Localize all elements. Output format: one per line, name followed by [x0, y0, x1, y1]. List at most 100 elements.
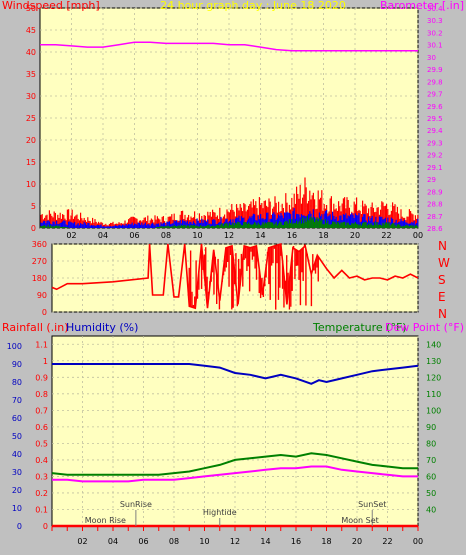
- temperature-tick-label: 80: [426, 439, 436, 448]
- windspeed-x-tick-label: 00: [413, 231, 423, 240]
- barometer-tick-label: 28.6: [427, 225, 443, 233]
- windspeed-tick-label: 20: [26, 136, 36, 145]
- barometer-tick-label: 28.8: [427, 201, 443, 209]
- temperature-tick-label: 60: [426, 472, 436, 481]
- climate-x-tick-label: 02: [77, 537, 87, 546]
- climate-x-tick-label: 14: [260, 537, 270, 546]
- rainfall-tick-label: 1: [43, 357, 48, 366]
- climate-marks: SunRise Moon Rise Hightide SunSet Moon Set: [51, 363, 419, 528]
- windspeed-x-tick-label: 06: [129, 231, 139, 240]
- climate-x-tick-label: 16: [291, 537, 301, 546]
- rainfall-tick-label: 0.8: [35, 390, 48, 399]
- compass-s: S: [438, 273, 446, 287]
- humidity-axis-label: Humidity (%): [66, 321, 138, 334]
- temperature-tick-label: 40: [426, 505, 436, 514]
- direction-tick-label: 180: [32, 274, 47, 283]
- direction-tick-label: 270: [32, 257, 47, 266]
- windspeed-x-tick-label: 08: [161, 231, 171, 240]
- wind-series-wind-low: [40, 215, 419, 228]
- humidity-line: [52, 363, 419, 385]
- windspeed-tick-label: 10: [26, 180, 36, 189]
- climate-x-tick-label: 08: [169, 537, 179, 546]
- rainfall-tick-label: 0.7: [35, 406, 48, 415]
- humidity-tick-label: 30: [12, 468, 22, 477]
- barometer-tick-label: 30.4: [427, 5, 443, 13]
- barometer-tick-label: 29.1: [427, 164, 443, 172]
- climate-grid: 0 0.1 0.2 0.3 0.4 0.5 0.6 0.7 0.8 0.9 1 1.1 0 10 20 30 4…: [7, 336, 441, 546]
- barometer-tick-label: 30.1: [427, 42, 443, 50]
- windspeed-tick-label: 35: [26, 70, 36, 79]
- temperature-tick-label: 100: [426, 406, 441, 415]
- event-label: SunRise: [120, 500, 152, 509]
- wind-direction-fluctuation: [188, 244, 319, 310]
- temperature-tick-label: 90: [426, 423, 436, 432]
- barometer-tick-label: 29: [427, 176, 436, 184]
- windspeed-tick-label: 15: [26, 158, 36, 167]
- temperature-tick-label: 50: [426, 489, 436, 498]
- barometer-tick-label: 29.6: [427, 103, 443, 111]
- windspeed-x-tick-label: 04: [98, 231, 108, 240]
- direction-tick-label: 360: [32, 240, 47, 249]
- dewpoint-line: [52, 465, 418, 483]
- barometer-tick-label: 29.9: [427, 66, 443, 74]
- climate-x-tick-label: 18: [321, 537, 331, 546]
- barometer-tick-label: 30: [427, 54, 436, 62]
- climate-x-tick-label: 20: [352, 537, 362, 546]
- chart-title: 24 hour graph day : June 18 2020: [160, 0, 346, 12]
- compass-n-bottom: N: [438, 307, 447, 321]
- rainfall-axis-label: Rainfall (.in): [2, 321, 69, 334]
- humidity-tick-label: 0: [17, 522, 22, 531]
- humidity-tick-label: 90: [12, 360, 22, 369]
- rainfall-tick-label: 0: [43, 522, 48, 531]
- temperature-line: [51, 452, 418, 476]
- barometer-tick-label: 28.9: [427, 188, 443, 196]
- windspeed-x-tick-label: 02: [66, 231, 76, 240]
- barometer-tick-label: 29.2: [427, 152, 443, 160]
- climate-x-tick-label: 22: [382, 537, 392, 546]
- windspeed-x-tick-label: 18: [318, 231, 328, 240]
- compass-w: W: [438, 256, 450, 270]
- rainfall-tick-label: 0.5: [35, 439, 48, 448]
- humidity-tick-label: 40: [12, 450, 22, 459]
- barometer-tick-label: 29.4: [427, 127, 443, 135]
- climate-x-tick-label: 06: [138, 537, 148, 546]
- barometer-line: [40, 41, 418, 52]
- dewpoint-axis-label: Dew Point (°F): [385, 321, 464, 334]
- windspeed-axis-label: Windspeed [mph]: [2, 0, 100, 12]
- humidity-tick-label: 60: [12, 414, 22, 423]
- windspeed-tick-label: 5: [31, 202, 36, 211]
- rainfall-tick-label: 0.6: [35, 423, 48, 432]
- barometer-tick-label: 29.5: [427, 115, 443, 123]
- rainfall-tick-label: 0.2: [35, 489, 48, 498]
- compass-n-top: N: [438, 239, 447, 253]
- climate-x-tick-label: 12: [230, 537, 240, 546]
- direction-marks: [51, 242, 419, 310]
- windspeed-x-tick-label: 12: [224, 231, 234, 240]
- event-label: Moon Set: [341, 516, 378, 525]
- humidity-tick-label: 100: [7, 342, 22, 351]
- humidity-tick-label: 80: [12, 378, 22, 387]
- humidity-tick-label: 10: [12, 504, 22, 513]
- windspeed-x-tick-label: 14: [255, 231, 265, 240]
- direction-grid: 0 90 180 270 360: [32, 240, 419, 317]
- temperature-tick-label: 130: [426, 357, 441, 366]
- event-label: Hightide: [203, 508, 237, 517]
- rainfall-tick-label: 0.4: [35, 456, 48, 465]
- climate-x-tick-label: 00: [413, 537, 423, 546]
- windspeed-tick-label: 25: [26, 114, 36, 123]
- windspeed-marks: [40, 41, 419, 228]
- windspeed-tick-label: 30: [26, 92, 36, 101]
- barometer-tick-label: 30.2: [427, 29, 443, 37]
- barometer-tick-label: 29.7: [427, 91, 443, 99]
- compass-e: E: [438, 290, 446, 304]
- barometer-tick-label: 29.8: [427, 78, 443, 86]
- event-label: Moon Rise: [85, 516, 126, 525]
- climate-x-tick-label: 10: [199, 537, 209, 546]
- windspeed-tick-label: 40: [26, 48, 36, 57]
- humidity-tick-label: 70: [12, 396, 22, 405]
- barometer-axis-label: Barometer [.in]: [380, 0, 464, 12]
- windspeed-tick-label: 45: [26, 26, 36, 35]
- humidity-tick-label: 50: [12, 432, 22, 441]
- windspeed-x-tick-label: 22: [381, 231, 391, 240]
- windspeed-tick-label: 50: [26, 4, 36, 13]
